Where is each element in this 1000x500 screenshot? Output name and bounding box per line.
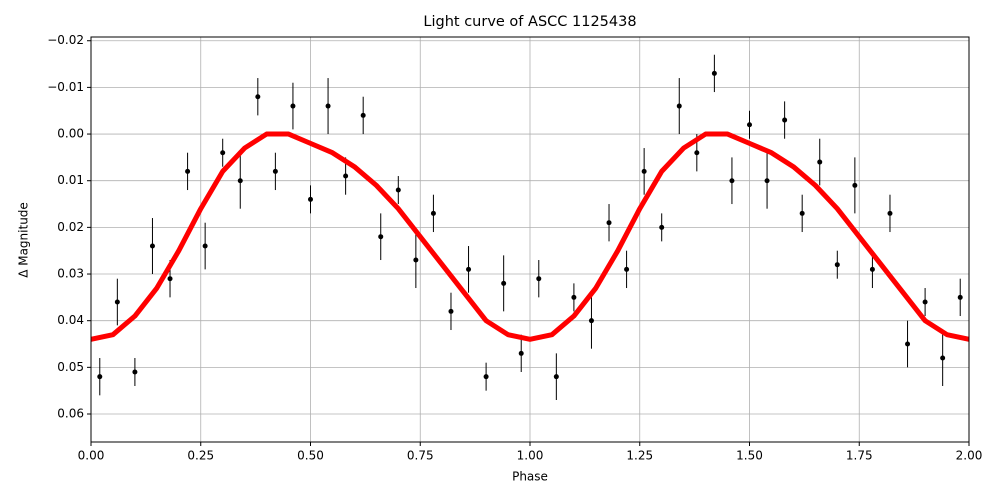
binned-curve bbox=[91, 131, 969, 342]
x-tick-label: 0.00 bbox=[78, 449, 105, 463]
data-point bbox=[220, 150, 226, 156]
y-tick-label: −0.02 bbox=[47, 33, 84, 47]
data-point bbox=[659, 224, 665, 230]
data-point bbox=[817, 159, 823, 165]
data-point bbox=[553, 374, 559, 380]
data-point bbox=[132, 369, 138, 375]
y-tick-label: 0.03 bbox=[57, 267, 84, 281]
data-point bbox=[378, 234, 384, 240]
data-point bbox=[501, 280, 507, 286]
data-point bbox=[676, 103, 682, 109]
y-axis-label: Δ Magnitude bbox=[17, 202, 31, 278]
data-point bbox=[114, 299, 120, 305]
x-tick-label: 2.00 bbox=[956, 449, 983, 463]
data-point bbox=[149, 243, 155, 249]
data-point bbox=[747, 122, 752, 128]
x-axis-label: Phase bbox=[512, 470, 548, 484]
data-point bbox=[97, 374, 103, 380]
data-point bbox=[922, 299, 928, 305]
x-tick-label: 1.00 bbox=[517, 449, 544, 463]
y-tick-label: 0.00 bbox=[57, 127, 84, 141]
data-point bbox=[466, 266, 472, 272]
data-point bbox=[940, 355, 946, 361]
data-point bbox=[272, 168, 278, 174]
x-tick-label: 0.25 bbox=[187, 449, 214, 463]
data-point bbox=[834, 262, 840, 268]
data-point bbox=[448, 308, 454, 314]
chart-title: Light curve of ASCC 1125438 bbox=[423, 14, 636, 30]
y-tick-label: 0.06 bbox=[57, 407, 84, 421]
data-point bbox=[571, 294, 577, 300]
x-tick-label: 1.25 bbox=[626, 449, 653, 463]
data-point bbox=[360, 112, 366, 118]
data-point bbox=[325, 103, 331, 109]
data-point bbox=[167, 276, 173, 282]
plot-frame bbox=[90, 36, 970, 443]
y-tick-label: 0.01 bbox=[57, 173, 84, 187]
data-point bbox=[799, 210, 805, 216]
x-tick-label: 0.75 bbox=[407, 449, 434, 463]
y-tick-label: −0.01 bbox=[47, 80, 84, 94]
data-point bbox=[764, 178, 770, 184]
data-point bbox=[729, 178, 735, 184]
data-point bbox=[624, 266, 630, 272]
data-point bbox=[237, 178, 243, 184]
data-point bbox=[588, 318, 594, 324]
data-point bbox=[905, 341, 911, 347]
x-tick-label: 1.75 bbox=[846, 449, 873, 463]
data-point bbox=[343, 173, 349, 179]
data-point bbox=[694, 150, 700, 156]
data-point bbox=[711, 70, 717, 76]
x-tick-label: 0.50 bbox=[297, 449, 324, 463]
data-point bbox=[606, 220, 612, 226]
data-point bbox=[887, 210, 893, 216]
x-tick-label: 1.50 bbox=[736, 449, 763, 463]
data-point bbox=[395, 187, 401, 193]
y-tick-label: 0.04 bbox=[57, 313, 84, 327]
data-point bbox=[957, 294, 963, 300]
data-point bbox=[185, 168, 191, 174]
data-point bbox=[852, 182, 858, 188]
y-tick-label: 0.05 bbox=[57, 360, 84, 374]
data-point bbox=[483, 374, 489, 380]
y-tick-label: 0.02 bbox=[57, 220, 84, 234]
data-point bbox=[641, 168, 647, 174]
data-point bbox=[782, 117, 788, 123]
data-point bbox=[290, 103, 296, 109]
data-point bbox=[202, 243, 208, 249]
data-point bbox=[413, 257, 419, 263]
grid bbox=[90, 37, 970, 442]
plot bbox=[91, 54, 969, 401]
data-point bbox=[536, 276, 542, 282]
data-point bbox=[430, 210, 436, 216]
data-point bbox=[255, 94, 261, 100]
data-point bbox=[869, 266, 875, 272]
data-point bbox=[308, 196, 313, 202]
data-point bbox=[518, 350, 524, 356]
